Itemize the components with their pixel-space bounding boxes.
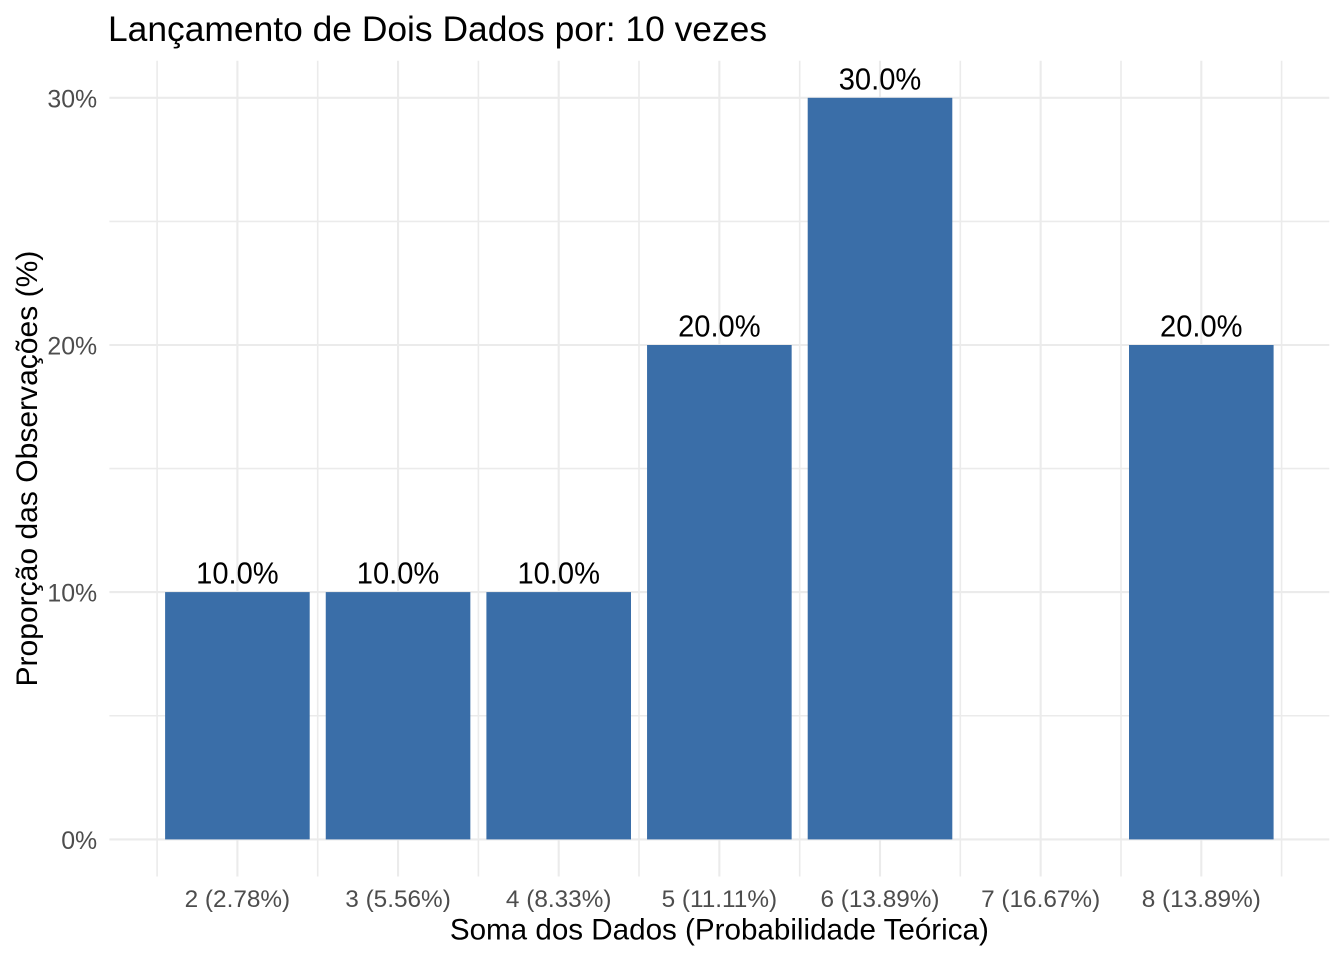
svg-text:30.0%: 30.0% <box>839 61 922 96</box>
svg-text:20.0%: 20.0% <box>1160 309 1243 344</box>
svg-text:10.0%: 10.0% <box>357 556 440 591</box>
svg-text:5 (11.11%): 5 (11.11%) <box>662 886 777 913</box>
svg-text:2 (2.78%): 2 (2.78%) <box>185 886 291 913</box>
svg-text:10%: 10% <box>47 580 97 608</box>
svg-text:7 (16.67%): 7 (16.67%) <box>981 886 1100 913</box>
svg-text:3 (5.56%): 3 (5.56%) <box>345 886 451 913</box>
svg-text:Proporção das Observações (%): Proporção das Observações (%) <box>11 251 44 687</box>
svg-text:Soma dos Dados (Probabilidade: Soma dos Dados (Probabilidade Teórica) <box>450 914 989 947</box>
svg-text:6 (13.89%): 6 (13.89%) <box>820 886 939 913</box>
svg-text:10.0%: 10.0% <box>517 556 600 591</box>
svg-text:20.0%: 20.0% <box>678 309 761 344</box>
svg-text:Lançamento de Dois Dados por:: Lançamento de Dois Dados por: 10 vezes <box>108 9 767 49</box>
svg-text:20%: 20% <box>47 333 97 361</box>
svg-text:10.0%: 10.0% <box>196 556 279 591</box>
svg-text:30%: 30% <box>47 85 97 113</box>
svg-text:0%: 0% <box>61 827 97 855</box>
svg-text:8 (13.89%): 8 (13.89%) <box>1142 886 1261 913</box>
svg-text:4 (8.33%): 4 (8.33%) <box>506 886 612 913</box>
